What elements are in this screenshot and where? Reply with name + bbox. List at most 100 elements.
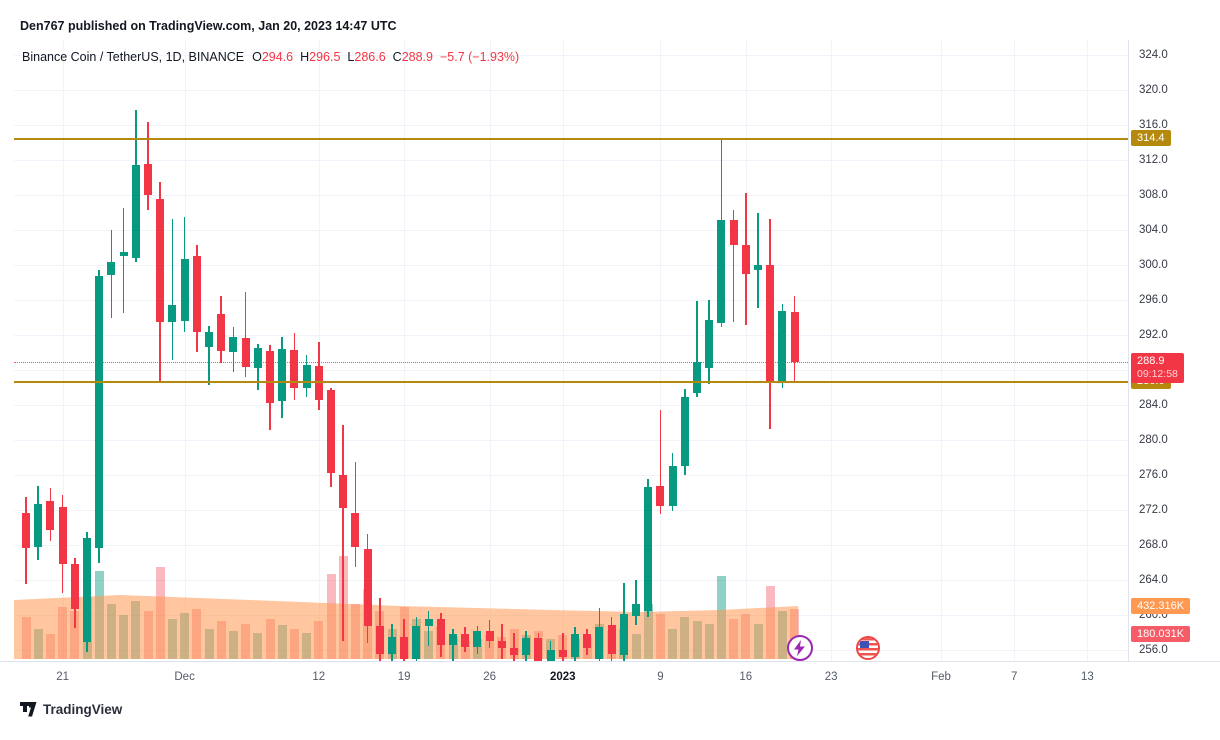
time-axis[interactable]: 21 Dec 12 19 26 2023 9 16 23 Feb 7 13 — [0, 661, 1220, 696]
time-tick-label: 2023 — [550, 671, 576, 683]
candle — [83, 538, 91, 643]
time-tick-label: 21 — [56, 671, 69, 683]
candle — [351, 512, 360, 547]
price-tick-label: 264.0 — [1139, 573, 1168, 586]
price-tick-label: 308.0 — [1139, 188, 1168, 201]
candle — [34, 503, 43, 547]
candle-wick — [452, 629, 454, 661]
h-gridline — [14, 230, 1128, 231]
candle — [790, 312, 799, 363]
candle — [205, 332, 213, 348]
time-tick-label: 23 — [824, 671, 838, 683]
v-gridline — [489, 40, 491, 661]
v-gridline — [745, 40, 747, 661]
h-gridline — [14, 55, 1128, 56]
candle-wick — [562, 632, 564, 661]
price-axis[interactable]: 324.0 320.0 316.0 312.0 308.0 304.0 300.0 296.0… — [1128, 40, 1220, 661]
tradingview-logo[interactable]: TradingView — [20, 702, 122, 717]
chart-widget: Binance Coin / TetherUS, 1D, BINANCE O294… — [0, 40, 1220, 696]
h-gridline — [14, 300, 1128, 301]
time-tick-label: 13 — [1080, 671, 1094, 683]
time-tick-label: Dec — [174, 671, 195, 683]
candle — [729, 220, 738, 245]
v-gridline — [941, 40, 942, 661]
h-gridline — [14, 265, 1128, 266]
candle-wick — [342, 425, 344, 642]
candle — [754, 265, 762, 271]
candle — [363, 549, 372, 626]
h-gridline — [14, 370, 1128, 371]
us-flag-event-icon[interactable] — [856, 636, 880, 660]
candle-wick — [659, 410, 662, 515]
candle-wick — [208, 326, 210, 385]
candle — [375, 625, 384, 654]
h-gridline — [14, 545, 1128, 546]
candle — [766, 265, 775, 384]
candle — [607, 624, 616, 654]
time-tick-label: 9 — [657, 671, 664, 683]
v-gridline — [831, 40, 833, 661]
h-gridline — [14, 160, 1128, 161]
v-gridline — [660, 40, 662, 661]
candle — [534, 637, 543, 661]
candle — [680, 397, 689, 467]
horizontal-level-line-bottom[interactable] — [14, 381, 1128, 384]
candle — [644, 487, 653, 611]
candle — [217, 314, 226, 351]
candle-wick — [696, 300, 698, 398]
h-gridline — [14, 580, 1128, 581]
h-gridline — [14, 405, 1128, 406]
ohlc-token: L286.6 — [347, 50, 386, 64]
tradingview-logo-text: TradingView — [43, 702, 123, 717]
time-tick-label: 12 — [312, 671, 326, 683]
horizontal-level-line-top[interactable] — [14, 138, 1128, 140]
price-tick-label: 324.0 — [1139, 48, 1168, 61]
ohlc-values: O294.6 H296.5 L286.6 C288.9 — [252, 50, 440, 64]
price-tick-label: 284.0 — [1139, 398, 1168, 411]
bar-countdown: 09:12:58 — [1137, 368, 1178, 381]
candle — [424, 618, 433, 626]
v-gridline — [62, 40, 64, 661]
h-gridline — [14, 335, 1128, 336]
time-tick-label: 16 — [739, 671, 753, 683]
candle — [693, 362, 701, 393]
candle — [180, 258, 189, 321]
candle — [400, 636, 409, 659]
price-tick-label: 268.0 — [1139, 538, 1168, 551]
candle — [266, 350, 274, 404]
price-tick-label: 280.0 — [1139, 433, 1168, 446]
ohlc-token: C288.9 — [392, 50, 433, 64]
candle — [253, 348, 262, 369]
candle — [485, 630, 494, 642]
candle — [619, 614, 628, 656]
candle-wick — [244, 292, 247, 377]
h-gridline — [14, 90, 1128, 91]
price-tick-label: 304.0 — [1139, 223, 1168, 236]
candle-wick — [757, 213, 759, 308]
price-tick-label: 312.0 — [1139, 153, 1168, 166]
ohlc-token: H296.5 — [300, 50, 341, 64]
candle — [717, 220, 726, 323]
candle — [473, 630, 482, 647]
chart-plot-area[interactable]: Binance Coin / TetherUS, 1D, BINANCE O294… — [0, 40, 1128, 661]
candle — [412, 625, 421, 659]
v-gridline — [1087, 40, 1089, 661]
candle — [388, 636, 396, 654]
ohlc-token: O294.6 — [252, 50, 294, 64]
time-tick-label: 26 — [483, 671, 496, 683]
volume-badge: 180.031K — [1131, 626, 1191, 642]
candle — [156, 198, 165, 322]
lightning-event-icon[interactable] — [787, 635, 813, 661]
volume-ma-badge: 432.316K — [1131, 598, 1191, 614]
symbol-legend[interactable]: Binance Coin / TetherUS, 1D, BINANCE O294… — [22, 50, 519, 64]
candle — [778, 310, 787, 383]
current-price-value: 288.9 — [1137, 355, 1165, 368]
v-gridline — [1014, 40, 1016, 661]
tradingview-logo-mark — [20, 702, 37, 717]
candle — [461, 634, 470, 647]
candle-wick — [122, 208, 125, 314]
change-value: −5.7 (−1.93%) — [439, 50, 520, 64]
candle — [449, 634, 457, 645]
current-price-badge: 288.9 09:12:58 — [1131, 353, 1184, 384]
candle — [241, 337, 250, 368]
